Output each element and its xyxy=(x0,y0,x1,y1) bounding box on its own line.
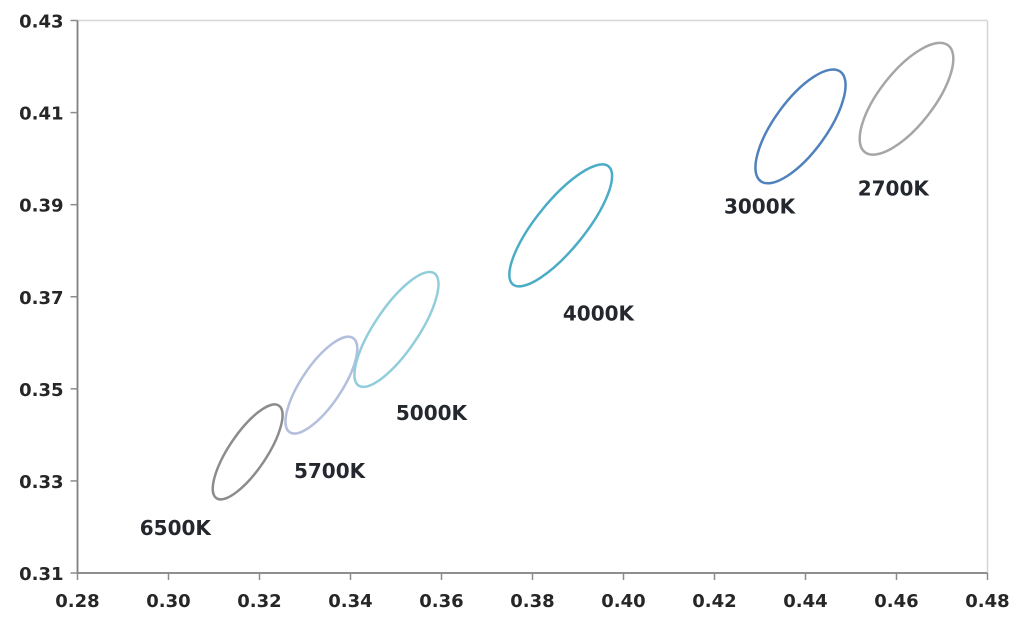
x-tick-label: 0.42 xyxy=(692,591,736,612)
y-tick-label: 0.37 xyxy=(19,288,63,309)
x-tick-label: 0.46 xyxy=(874,591,918,612)
series-label-5700k: 5700K xyxy=(294,459,367,483)
y-tick-label: 0.39 xyxy=(19,196,63,217)
ellipse-4000k xyxy=(508,163,614,288)
x-tick-label: 0.48 xyxy=(965,591,1009,612)
series-label-2700k: 2700K xyxy=(858,177,931,201)
ellipse-5000k xyxy=(353,270,440,389)
y-tick-label: 0.43 xyxy=(19,12,63,33)
series-label-6500k: 6500K xyxy=(140,516,213,540)
x-tick-label: 0.44 xyxy=(783,591,827,612)
ellipse-6500k xyxy=(211,403,284,501)
x-tick-label: 0.32 xyxy=(237,591,281,612)
x-tick-label: 0.38 xyxy=(510,591,554,612)
x-tick-label: 0.30 xyxy=(146,591,190,612)
series-label-5000k: 5000K xyxy=(396,401,469,425)
x-tick-label: 0.36 xyxy=(419,591,463,612)
x-tick-label: 0.28 xyxy=(55,591,99,612)
y-tick-label: 0.33 xyxy=(19,472,63,493)
ellipse-5700k xyxy=(284,335,359,435)
ellipse-3000k xyxy=(754,68,847,185)
y-tick-label: 0.41 xyxy=(19,104,63,125)
series-label-4000k: 4000K xyxy=(563,301,636,325)
x-tick-label: 0.40 xyxy=(601,591,645,612)
y-tick-label: 0.35 xyxy=(19,380,63,401)
y-tick-label: 0.31 xyxy=(19,564,63,585)
ellipse-2700k xyxy=(858,41,955,156)
series-label-3000k: 3000K xyxy=(724,195,797,219)
x-tick-label: 0.34 xyxy=(328,591,372,612)
